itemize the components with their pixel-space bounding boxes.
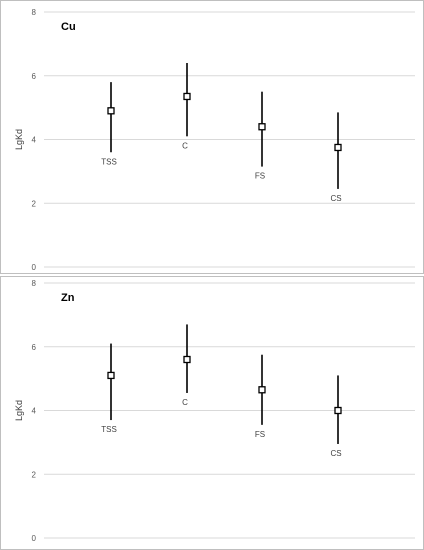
point-label: FS — [255, 172, 265, 181]
data-point — [258, 123, 266, 131]
y-tick-label: 2 — [32, 199, 37, 208]
data-point — [258, 386, 266, 394]
chart-border — [0, 0, 424, 274]
chart-border — [0, 276, 424, 550]
data-point — [334, 143, 342, 152]
y-tick-label: 4 — [32, 407, 37, 416]
y-axis-label: LgKd — [14, 400, 24, 421]
data-point — [183, 92, 191, 101]
point-label: FS — [255, 430, 265, 439]
chart-title: Cu — [61, 21, 76, 33]
data-point — [183, 355, 191, 364]
point-label: CS — [330, 449, 341, 458]
y-tick-label: 0 — [32, 534, 37, 543]
y-tick-label: 8 — [32, 8, 37, 17]
y-axis-label: LgKd — [14, 129, 24, 150]
point-label: C — [182, 141, 188, 150]
data-point — [334, 406, 342, 415]
point-label: CS — [330, 194, 341, 203]
point-label: TSS — [101, 425, 117, 434]
chart-panel-1: 0 2 4 6 8 LgKd Cu TSS C FS CS — [0, 0, 424, 274]
y-tick-label: 4 — [32, 136, 37, 145]
y-tick-label: 2 — [32, 470, 37, 479]
data-point — [107, 371, 115, 380]
chart-title: Zn — [61, 292, 75, 304]
y-tick-label: 6 — [32, 72, 37, 81]
point-label: TSS — [101, 157, 117, 166]
chart-panel-2: 0 2 4 6 8 LgKd Zn TSS C FS CS — [0, 276, 424, 550]
data-point — [107, 107, 115, 115]
y-tick-label: 8 — [32, 279, 37, 288]
point-label: C — [182, 398, 188, 407]
y-tick-label: 6 — [32, 343, 37, 352]
y-tick-label: 0 — [32, 263, 37, 272]
